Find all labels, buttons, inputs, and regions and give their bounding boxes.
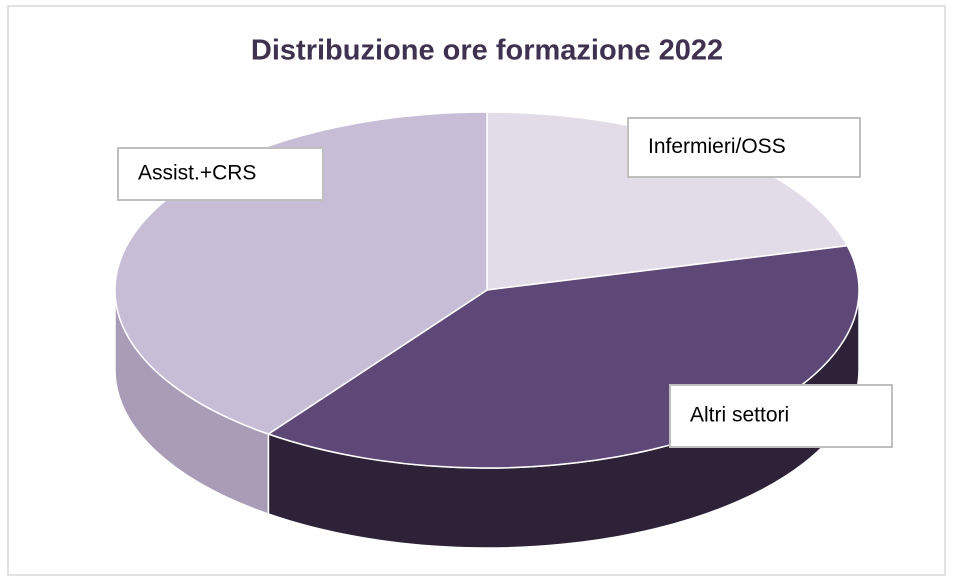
- label-box: [669, 384, 893, 448]
- chart-title: Distribuzione ore formazione 2022: [251, 35, 723, 67]
- label-box: [627, 117, 861, 178]
- label-box: [117, 147, 324, 201]
- data-label: Assist.+CRS: [138, 162, 256, 185]
- data-label: Infermieri/OSS: [648, 135, 786, 158]
- data-label: Altri settori: [690, 404, 789, 427]
